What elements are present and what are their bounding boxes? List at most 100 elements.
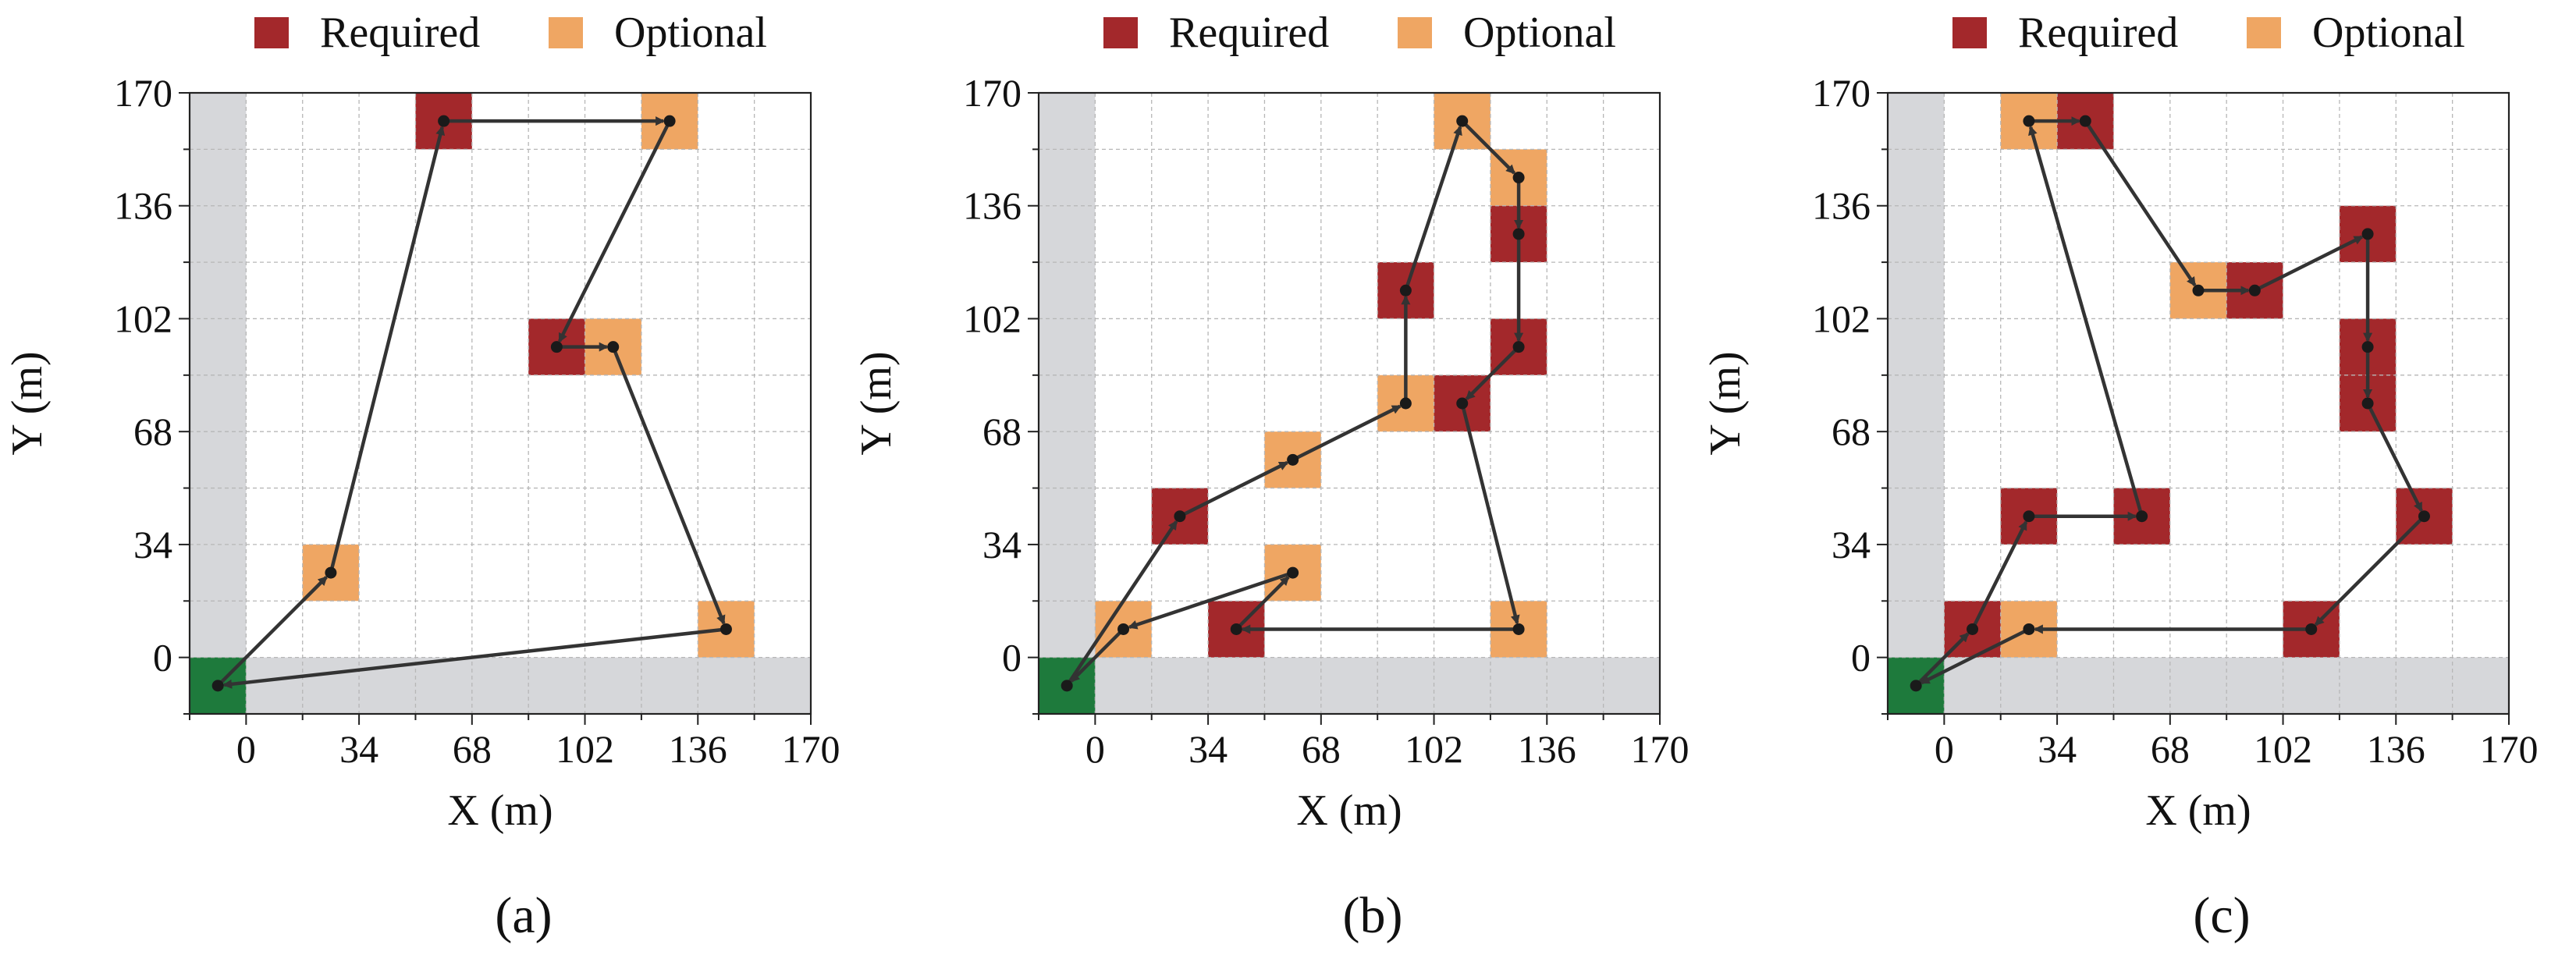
path-arrow <box>1235 576 1290 631</box>
y-tick-label: 68 <box>1832 410 1871 453</box>
path-waypoint <box>2248 284 2261 296</box>
y-axis-label: Y (m) <box>1701 351 1750 455</box>
path-arrow <box>557 120 672 343</box>
x-tick-label: 34 <box>339 727 378 771</box>
x-tick-label: 68 <box>453 727 492 771</box>
path-arrow <box>1292 404 1402 462</box>
x-tick-label: 136 <box>1518 727 1576 771</box>
x-tick-label: 68 <box>1302 727 1341 771</box>
path-waypoint <box>2361 397 2374 410</box>
y-tick-label: 136 <box>114 184 172 228</box>
legend-required-swatch <box>1952 17 1987 48</box>
x-tick-label: 102 <box>556 727 614 771</box>
legend-optional-swatch <box>549 17 583 48</box>
path-waypoint <box>325 566 337 579</box>
subplot-label: (b) <box>1343 887 1403 944</box>
subplot-label: (c) <box>2193 887 2250 944</box>
obstacle-left-strip <box>1888 93 1945 714</box>
legend-optional-label: Optional <box>614 9 767 57</box>
y-tick-label: 68 <box>133 410 172 453</box>
path-waypoint <box>2023 623 2035 635</box>
y-tick-label: 34 <box>982 523 1022 566</box>
path-waypoint <box>1230 623 1242 635</box>
obstacle-bottom-strip <box>1888 657 2509 714</box>
path-waypoint <box>2136 510 2148 523</box>
y-tick-label: 34 <box>1832 523 1871 566</box>
path-arrow <box>2366 402 2423 513</box>
obstacle-bottom-strip <box>1039 657 1660 714</box>
x-tick-label: 34 <box>2038 727 2077 771</box>
x-tick-label: 0 <box>1085 727 1105 771</box>
path-arrow <box>216 576 328 687</box>
path-arrow <box>1465 346 1520 400</box>
x-axis-label: X (m) <box>2145 786 2251 835</box>
obstacle-left-strip <box>190 93 247 714</box>
x-tick-label: 0 <box>236 727 256 771</box>
y-tick-label: 102 <box>963 296 1022 340</box>
path-waypoint <box>2361 341 2374 353</box>
panel-a: 0 34 68 102 136 170 0 34 68 102 136 170 X (m) Y (m) (a… <box>3 9 840 944</box>
x-axis-label: X (m) <box>447 786 553 835</box>
path-arrow <box>2314 515 2426 627</box>
path-arrow <box>1128 570 1294 630</box>
x-tick-label: 102 <box>1405 727 1463 771</box>
x-tick-label: 0 <box>1935 727 1954 771</box>
y-tick-label: 136 <box>963 184 1022 228</box>
x-tick-label: 170 <box>782 727 840 771</box>
legend-required-label: Required <box>2018 9 2178 57</box>
axes-frame <box>1886 91 2510 715</box>
path-waypoint <box>1061 680 1073 692</box>
legend-optional-swatch <box>1398 17 1432 48</box>
legend-optional-swatch <box>2247 17 2281 48</box>
panel-c: 0 34 68 102 136 170 0 34 68 102 136 170 X (m) Y (m) (c… <box>1701 9 2539 944</box>
path-waypoint <box>1512 623 1525 635</box>
y-tick-label: 0 <box>153 636 172 680</box>
path-waypoint <box>1512 172 1525 184</box>
y-axis-label: Y (m) <box>852 351 901 455</box>
path-arrow <box>1461 119 1516 175</box>
path-arrow <box>329 126 446 573</box>
x-tick-label: 102 <box>2254 727 2312 771</box>
path-waypoint <box>1399 284 1412 296</box>
path-waypoint <box>663 115 676 127</box>
obstacle-left-strip <box>1039 93 1096 714</box>
y-tick-label: 102 <box>1812 296 1871 340</box>
y-tick-label: 34 <box>133 523 172 566</box>
path-waypoint <box>607 341 620 353</box>
y-tick-label: 170 <box>114 71 172 115</box>
x-tick-label: 170 <box>2480 727 2539 771</box>
legend-optional-label: Optional <box>2312 9 2465 57</box>
legend-required-swatch <box>254 17 289 48</box>
x-tick-label: 34 <box>1189 727 1228 771</box>
path-waypoint <box>2361 228 2374 240</box>
panel-b: 0 34 68 102 136 170 0 34 68 102 136 170 X (m) Y (m) (b… <box>852 9 1690 944</box>
path-arrow <box>1920 627 2030 685</box>
y-tick-label: 0 <box>1851 636 1871 680</box>
path-waypoint <box>2418 510 2430 523</box>
path-arrow <box>2254 235 2364 293</box>
path-arrow <box>2084 119 2197 287</box>
y-axis-label: Y (m) <box>3 351 52 455</box>
path-waypoint <box>1287 566 1299 579</box>
path-waypoint <box>2023 510 2035 523</box>
path-waypoint <box>2023 115 2035 127</box>
path-arrow <box>1404 125 1462 291</box>
y-tick-label: 136 <box>1812 184 1871 228</box>
y-tick-label: 170 <box>963 71 1022 115</box>
path-waypoint <box>2192 284 2205 296</box>
path-waypoint <box>1456 115 1469 127</box>
path-waypoint <box>1399 397 1412 410</box>
obstacle-bottom-strip <box>190 657 811 714</box>
path-waypoint <box>1287 453 1299 466</box>
path-waypoint <box>211 680 224 692</box>
path-waypoint <box>1174 510 1186 523</box>
path-arrow <box>1970 520 2028 630</box>
path-waypoint <box>1512 341 1525 353</box>
y-tick-label: 0 <box>1002 636 1022 680</box>
subplot-label: (a) <box>495 887 552 944</box>
path-arrow <box>1178 460 1289 518</box>
y-tick-label: 170 <box>1812 71 1871 115</box>
x-tick-label: 68 <box>2151 727 2190 771</box>
legend-required-swatch <box>1103 17 1138 48</box>
